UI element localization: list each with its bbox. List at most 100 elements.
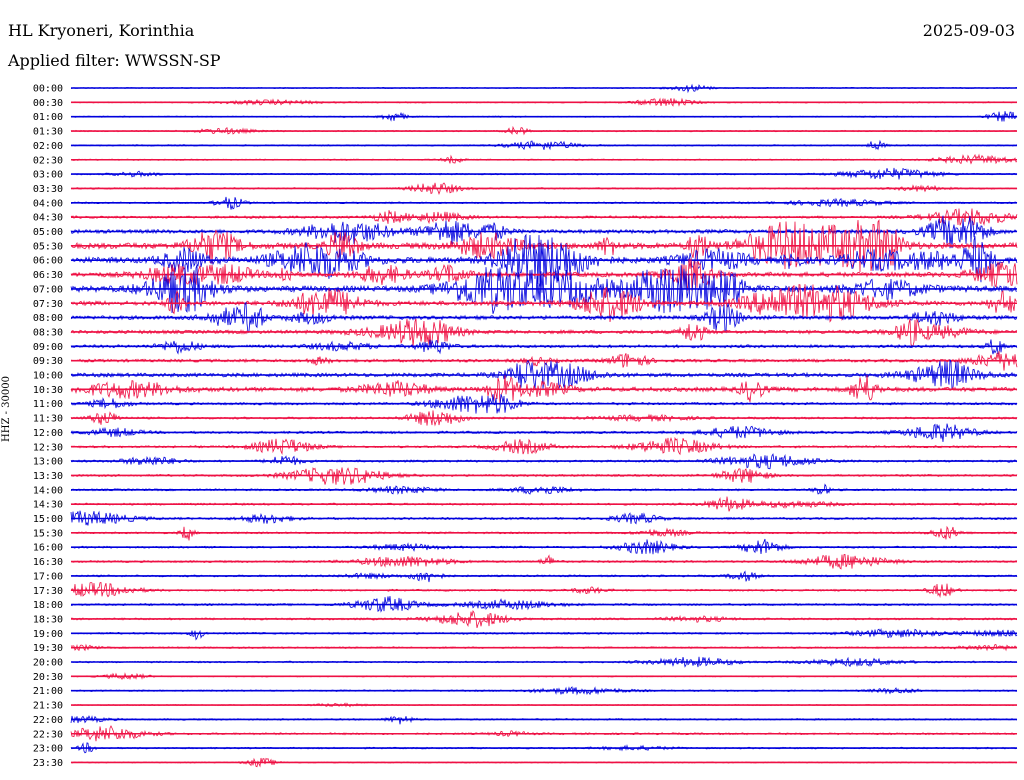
seismic-trace [70,258,1018,292]
seismic-trace [70,423,1018,442]
time-tick-label: 06:00 [33,256,63,267]
seismic-trace [70,351,1018,371]
seismic-trace [70,570,1018,583]
time-tick-label: 23:30 [33,758,63,769]
time-tick-label: 20:30 [33,672,63,683]
seismic-trace [70,596,1018,613]
seismic-trace [70,215,1018,249]
seismic-trace [70,609,1018,629]
filter-label: Applied filter: WWSSN-SP [8,51,221,70]
time-tick-label: 22:30 [33,729,63,740]
time-tick-label: 05:30 [33,241,63,252]
seismic-trace [70,483,1017,495]
time-tick-label: 11:00 [33,399,63,410]
time-tick-label: 15:30 [33,528,63,539]
seismic-trace [70,264,1018,314]
time-tick-label: 16:30 [33,557,63,568]
seismic-trace [70,510,1018,526]
seismic-trace [70,436,1018,456]
seismic-trace [70,582,1018,598]
seismic-trace [70,453,1018,470]
time-tick-label: 03:00 [33,170,63,181]
seismic-trace [70,339,1018,355]
time-tick-label: 10:30 [33,385,63,396]
seismic-trace [70,410,1018,427]
time-tick-label: 18:30 [33,614,63,625]
seismic-trace [70,672,1018,681]
seismic-trace [70,182,1018,196]
station-title: HL Kryoneri, Korinthia [8,21,195,40]
seismic-trace [70,628,1018,641]
time-tick-label: 00:00 [33,84,63,95]
time-tick-label: 04:30 [33,213,63,224]
time-tick-label: 17:30 [33,586,63,597]
time-tick-label: 07:00 [33,284,63,295]
time-tick-label: 14:30 [33,500,63,511]
seismic-trace [70,83,1017,94]
time-tick-label: 12:30 [33,442,63,453]
time-tick-label: 00:30 [33,98,63,109]
seismic-trace [70,467,1018,485]
seismic-trace [70,208,1018,226]
time-tick-label: 22:00 [33,715,63,726]
seismic-trace [70,359,1018,390]
time-tick-label: 17:00 [33,571,63,582]
seismic-trace [70,715,1018,725]
time-tick-label: 21:00 [33,686,63,697]
seismic-trace [70,97,1018,107]
seismic-trace [70,318,1018,348]
seismic-trace [70,301,1018,334]
seismic-trace [70,139,1018,151]
recording-date: 2025-09-03 [922,21,1015,40]
seismic-trace [70,374,1018,406]
seismic-trace [70,725,1018,742]
time-tick-label: 07:30 [33,299,63,310]
seismic-trace [70,538,1018,555]
time-tick-label: 01:00 [33,112,63,123]
seismic-trace [70,125,1018,136]
seismic-trace [70,496,1018,512]
time-tick-label: 09:30 [33,356,63,367]
time-tick-label: 19:30 [33,643,63,654]
time-tick-label: 09:00 [33,342,63,353]
time-tick-label: 12:00 [33,428,63,439]
time-tick-label: 02:00 [33,141,63,152]
time-tick-label: 08:30 [33,327,63,338]
time-tick-label: 02:30 [33,155,63,166]
seismic-trace [70,219,1018,273]
time-tick-label: 19:00 [33,629,63,640]
seismic-trace [70,702,1018,708]
time-tick-label: 23:00 [33,744,63,755]
seismic-trace [71,394,1018,414]
time-tick-label: 14:00 [33,485,63,496]
time-tick-label: 06:30 [33,270,63,281]
time-tick-label: 15:00 [33,514,63,525]
seismic-trace [70,167,1018,180]
seismic-trace [70,525,1018,541]
time-tick-label: 20:00 [33,658,63,669]
seismic-trace [70,284,1017,323]
seismic-trace [70,153,1018,165]
seismic-trace [70,554,1018,570]
time-tick-label: 05:00 [33,227,63,238]
time-tick-label: 21:30 [33,701,63,712]
seismic-trace [70,686,1018,696]
time-tick-label: 11:30 [33,414,63,425]
seismic-trace [70,111,1018,122]
time-tick-label: 03:30 [33,184,63,195]
seismic-trace [70,643,1018,652]
time-tick-label: 10:00 [33,371,63,382]
seismic-trace [70,757,1018,768]
time-tick-label: 18:00 [33,600,63,611]
time-tick-label: 13:30 [33,471,63,482]
time-tick-label: 16:00 [33,543,63,554]
time-tick-label: 13:00 [33,457,63,468]
time-tick-label: 04:00 [33,198,63,209]
time-tick-label: 08:00 [33,313,63,324]
seismic-trace [70,742,1018,754]
seismic-trace [70,656,1018,668]
seismic-trace [70,233,1018,287]
seismic-trace [71,196,1018,210]
time-tick-label: 01:30 [33,127,63,138]
